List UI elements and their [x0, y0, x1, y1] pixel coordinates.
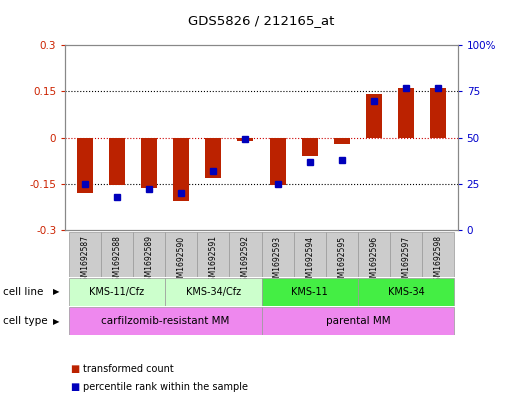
Bar	[101, 232, 133, 277]
Text: GSM1692587: GSM1692587	[80, 235, 89, 286]
Text: cell type: cell type	[3, 316, 47, 326]
Bar	[230, 232, 262, 277]
Text: KMS-11/Cfz: KMS-11/Cfz	[89, 287, 144, 297]
Text: GSM1692595: GSM1692595	[337, 235, 346, 286]
Bar	[197, 232, 230, 277]
Text: parental MM: parental MM	[326, 316, 390, 326]
Text: transformed count: transformed count	[83, 364, 174, 374]
Bar	[358, 232, 390, 277]
Bar	[69, 278, 165, 306]
Text: GSM1692588: GSM1692588	[112, 235, 121, 286]
Bar	[237, 138, 254, 141]
Bar	[302, 138, 318, 156]
Bar	[398, 88, 414, 138]
Text: GDS5826 / 212165_at: GDS5826 / 212165_at	[188, 14, 335, 27]
Text: ■: ■	[71, 364, 80, 374]
Text: GSM1692593: GSM1692593	[273, 235, 282, 286]
Bar	[77, 138, 93, 193]
Text: GSM1692597: GSM1692597	[402, 235, 411, 286]
Text: KMS-34: KMS-34	[388, 287, 425, 297]
Text: ▶: ▶	[53, 288, 60, 296]
Bar	[262, 307, 454, 335]
Bar	[422, 232, 454, 277]
Bar	[269, 138, 286, 185]
Text: cell line: cell line	[3, 287, 43, 297]
Bar	[133, 232, 165, 277]
Text: GSM1692594: GSM1692594	[305, 235, 314, 286]
Bar	[205, 138, 221, 178]
Text: GSM1692592: GSM1692592	[241, 235, 250, 286]
Text: ▶: ▶	[53, 317, 60, 325]
Bar	[262, 278, 358, 306]
Text: KMS-34/Cfz: KMS-34/Cfz	[186, 287, 241, 297]
Bar	[69, 232, 101, 277]
Bar	[165, 278, 262, 306]
Bar	[366, 94, 382, 138]
Text: KMS-11: KMS-11	[291, 287, 328, 297]
Text: GSM1692598: GSM1692598	[434, 235, 443, 286]
Bar	[390, 232, 422, 277]
Bar	[173, 138, 189, 201]
Bar	[165, 232, 197, 277]
Text: percentile rank within the sample: percentile rank within the sample	[83, 382, 247, 393]
Bar	[262, 232, 293, 277]
Bar	[334, 138, 350, 144]
Text: ■: ■	[71, 382, 80, 393]
Bar	[69, 307, 262, 335]
Bar	[358, 278, 454, 306]
Bar	[430, 88, 446, 138]
Bar	[141, 138, 157, 188]
Bar	[109, 138, 125, 185]
Text: GSM1692590: GSM1692590	[177, 235, 186, 286]
Bar	[293, 232, 326, 277]
Bar	[326, 232, 358, 277]
Text: GSM1692596: GSM1692596	[370, 235, 379, 286]
Text: GSM1692589: GSM1692589	[144, 235, 153, 286]
Text: GSM1692591: GSM1692591	[209, 235, 218, 286]
Text: carfilzomib-resistant MM: carfilzomib-resistant MM	[101, 316, 229, 326]
